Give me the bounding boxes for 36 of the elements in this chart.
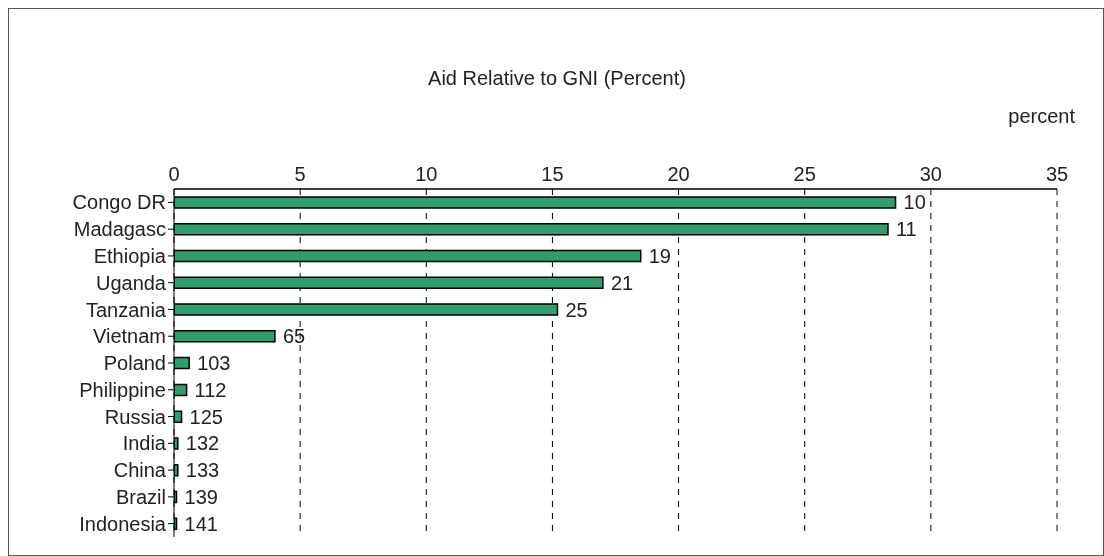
x-axis-title: percent <box>1008 105 1075 128</box>
annotation: 133 <box>185 459 220 482</box>
annotation: 25 <box>565 298 588 321</box>
y-tick-label: Congo DR <box>72 191 166 214</box>
y-tick-label: Ethiopia <box>93 245 167 268</box>
annotation: 125 <box>189 405 223 428</box>
annotation: 141 <box>184 512 218 535</box>
y-tick-label: Indonesia <box>79 512 167 535</box>
annotation: 132 <box>185 432 220 455</box>
chart-title: Aid Relative to GNI (Percent) <box>427 67 687 90</box>
x-tick-label: 35 <box>1045 163 1069 185</box>
annotation: 11 <box>895 218 917 241</box>
annotation: 21 <box>610 271 634 294</box>
y-tick-label: China <box>113 459 167 482</box>
x-tick-label: 5 <box>294 163 306 185</box>
annotation: 103 <box>197 352 231 375</box>
annotation: 112 <box>194 378 227 401</box>
x-tick-label: 10 <box>415 163 438 185</box>
x-tick-label: 20 <box>667 163 690 185</box>
x-tick-label: 15 <box>541 163 564 185</box>
y-tick-label: Tanzania <box>85 298 167 321</box>
annotation: 139 <box>184 485 218 508</box>
y-tick-label: Vietnam <box>92 325 166 348</box>
annotation: 10 <box>903 191 926 214</box>
y-tick-label: Madagasc <box>73 218 166 241</box>
y-tick-label: Brazil <box>115 485 166 508</box>
y-tick-label: Uganda <box>95 271 167 294</box>
y-tick-label: Russia <box>104 405 167 428</box>
x-tick-label: 25 <box>793 163 816 185</box>
x-tick-label: 0 <box>168 163 180 185</box>
annotation: 19 <box>648 245 671 268</box>
x-tick-label: 30 <box>919 163 942 185</box>
annotation: 65 <box>282 325 306 348</box>
y-tick-label: Philippine <box>79 378 166 401</box>
y-tick-label: Poland <box>103 352 166 375</box>
y-tick-label: India <box>122 432 167 455</box>
